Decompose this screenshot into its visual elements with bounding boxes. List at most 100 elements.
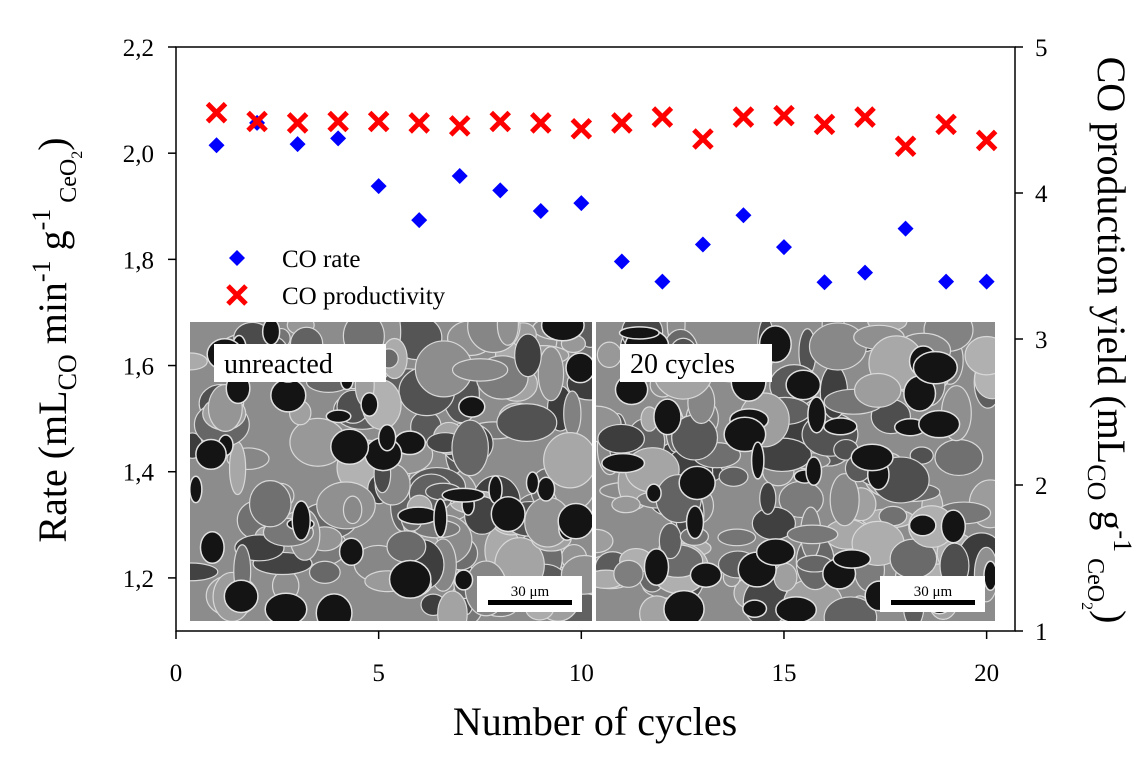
- pore: [750, 441, 765, 480]
- y-tick-label: 1,4: [123, 460, 155, 487]
- scale-bar-label: 30 μm: [914, 584, 953, 600]
- x-tick-label: 15: [771, 660, 796, 687]
- x-axis-label: Number of cycles: [453, 699, 737, 744]
- pore: [458, 395, 486, 418]
- sem-panel: unreacted 30 μm: [190, 322, 592, 621]
- point: [408, 112, 430, 134]
- point: [411, 212, 428, 229]
- grain: [658, 522, 682, 560]
- point: [448, 115, 471, 137]
- grain: [342, 495, 363, 525]
- pore: [536, 476, 556, 502]
- point: [857, 264, 874, 281]
- pore: [270, 378, 307, 413]
- point: [570, 117, 593, 140]
- grain: [964, 335, 995, 376]
- pore: [338, 537, 364, 567]
- pore: [195, 438, 227, 471]
- inset-divider: [592, 322, 596, 621]
- pore: [805, 456, 823, 486]
- legend-marker: [226, 284, 248, 306]
- pore: [850, 443, 894, 472]
- grain: [514, 333, 542, 378]
- grain: [718, 466, 749, 487]
- pore: [742, 599, 768, 619]
- point: [611, 112, 633, 134]
- pore: [388, 559, 432, 599]
- pore: [397, 506, 440, 526]
- pore: [618, 326, 660, 340]
- pore: [685, 505, 705, 540]
- pore: [643, 548, 670, 587]
- grain: [786, 524, 839, 545]
- point: [894, 135, 917, 158]
- y-tick-label: 1,8: [123, 247, 154, 274]
- x-tick-label: 10: [569, 660, 594, 687]
- grain: [596, 341, 622, 369]
- grain: [190, 562, 219, 582]
- point: [897, 220, 914, 237]
- grain: [829, 473, 860, 527]
- pore: [663, 589, 705, 621]
- pore: [325, 409, 352, 424]
- point: [651, 106, 674, 128]
- grain: [773, 562, 798, 592]
- grain: [496, 403, 558, 443]
- point: [492, 182, 509, 199]
- pore: [264, 592, 308, 621]
- panel-label: 20 cycles: [630, 349, 735, 380]
- panel-label-box: [620, 344, 772, 382]
- grain: [563, 390, 582, 437]
- scale-bar: [488, 600, 572, 605]
- grain: [596, 528, 614, 554]
- pore: [540, 322, 585, 342]
- point: [208, 137, 225, 154]
- scale-bar: [891, 600, 975, 605]
- point: [654, 273, 671, 290]
- grain: [934, 438, 984, 477]
- pore: [689, 562, 723, 588]
- point: [775, 239, 792, 256]
- grain: [437, 590, 468, 621]
- point: [367, 110, 390, 133]
- panel-label: unreacted: [224, 349, 333, 380]
- point: [816, 274, 833, 291]
- y-tick-label: 1,6: [123, 354, 154, 381]
- y2-axis-label: CO production yield (mLCO g-1 CeO2): [1078, 57, 1137, 624]
- grain: [537, 346, 565, 402]
- point: [530, 112, 552, 134]
- pore: [601, 452, 646, 474]
- y2-tick-label: 5: [1035, 35, 1048, 62]
- pore: [490, 495, 526, 533]
- pore: [823, 417, 858, 436]
- grain: [611, 495, 641, 514]
- pore: [190, 475, 203, 504]
- pore: [645, 483, 662, 503]
- point: [286, 112, 309, 134]
- scale-bar-box: [477, 576, 582, 612]
- grain: [823, 596, 878, 621]
- grain: [808, 322, 867, 371]
- legend-marker: [229, 250, 245, 266]
- pore: [983, 560, 995, 592]
- point: [330, 130, 347, 147]
- pore: [918, 409, 961, 439]
- pore: [330, 428, 370, 466]
- pore: [261, 322, 281, 346]
- grain: [543, 432, 592, 489]
- pore: [360, 392, 379, 417]
- grain: [759, 481, 777, 515]
- point: [327, 110, 349, 133]
- pore: [291, 500, 311, 541]
- pore: [433, 498, 448, 538]
- grain: [451, 358, 509, 382]
- pore: [912, 350, 959, 385]
- pore: [807, 396, 827, 434]
- grain: [308, 560, 341, 584]
- pore: [653, 398, 682, 436]
- scale-bar-box: [880, 576, 985, 612]
- grain: [597, 423, 645, 454]
- pore: [315, 593, 353, 621]
- point: [694, 236, 711, 253]
